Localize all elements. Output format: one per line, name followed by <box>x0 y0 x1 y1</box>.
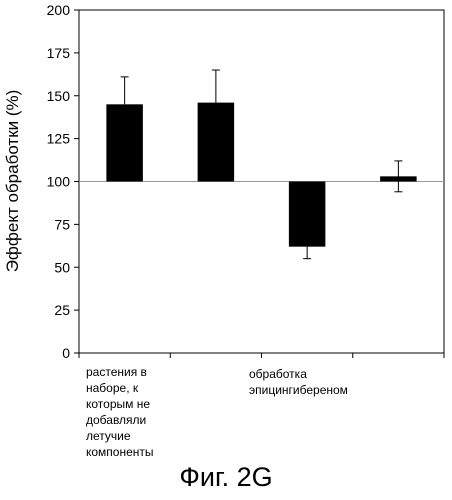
bar <box>106 104 143 182</box>
bar <box>288 181 326 247</box>
y-tick-label: 125 <box>47 131 71 147</box>
error-bars-group <box>120 69 403 260</box>
y-tick-label: 0 <box>62 345 70 361</box>
y-tick-label: 75 <box>54 216 70 232</box>
left-group-annotation: растения в наборе, к которым не добавлял… <box>86 365 154 459</box>
y-tick-label: 50 <box>54 259 70 275</box>
y-axis-ticks: 0 25 50 75 100 125 150 175 200 <box>47 2 79 361</box>
y-tick-label: 150 <box>47 88 71 104</box>
y-tick-label: 25 <box>54 302 70 318</box>
bars-group <box>106 102 417 247</box>
y-tick-label: 100 <box>47 174 71 190</box>
figure-caption: Фиг. 2G <box>179 462 273 492</box>
bar <box>197 102 235 182</box>
y-tick-label: 175 <box>47 45 71 61</box>
x-axis-ticks <box>78 353 445 358</box>
y-tick-label: 200 <box>47 2 71 18</box>
right-group-annotation: обработка эпицингибереном <box>249 367 348 397</box>
y-axis-label: Эффект обработки (%) <box>3 90 22 273</box>
